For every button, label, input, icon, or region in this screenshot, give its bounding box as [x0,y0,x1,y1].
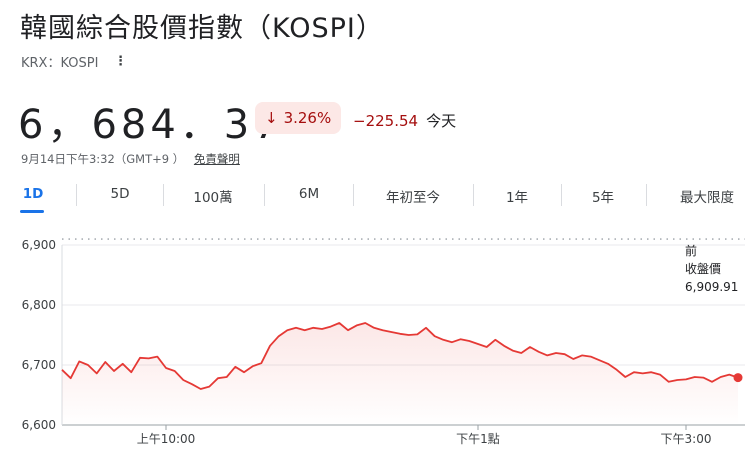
tab-ytd[interactable]: 年初至今 [386,190,440,206]
arrow-down-icon: ↓ [265,109,278,127]
series-line [61,322,739,390]
tab-max[interactable]: 最大限度 [680,190,734,206]
quote-timestamp-row: 9月14日下午3:32（GMT+9 ） 免責聲明 [21,151,240,167]
tab-divider [264,184,265,206]
x-tick-label: 下午1點 [456,432,500,446]
tab-divider [353,184,354,206]
disclaimer-link[interactable]: 免責聲明 [193,152,240,166]
change-percent-badge: ↓ 3.26% [255,102,342,134]
series-area [62,323,738,425]
timestamp: 9月14日下午3:32（GMT+9 ） [21,152,185,166]
x-tick-label: 上午10:00 [137,432,196,446]
tab-divider [561,184,562,206]
y-tick-label: 6,600 [22,418,56,432]
tab-1y[interactable]: 1年 [505,190,529,206]
x-tick-label: 下午3:00 [661,432,712,446]
y-tick-label: 6,800 [22,298,56,312]
more-options-icon[interactable]: ⋮ [113,54,127,69]
tab-divider [473,184,474,206]
ticker-row: KRX：KOSPI ⋮ [21,52,128,71]
previous-close-label: 收盤價 [685,262,721,276]
price-chart[interactable]: 6,600 6,700 6,800 6,900 上午10:00 下午1點 下午3:00 前收盤… [0,225,753,451]
period-label: 今天 [426,112,457,130]
change-value: −225.54 [353,112,419,130]
active-tab-indicator [20,210,44,213]
tab-divider [163,184,164,206]
y-tick-label: 6,900 [22,238,56,252]
last-point-marker [733,373,743,383]
previous-close-label: 前 [685,243,697,258]
tab-1d[interactable]: 1D [22,186,44,202]
range-tabs: 1D 5D 100萬 6M 年初至今 1年 5年 最大限度 [0,180,753,216]
tab-divider [76,184,77,206]
current-price: 6，684．37 [18,102,283,148]
tab-5y[interactable]: 5年 [591,190,615,206]
tab-100m[interactable]: 100萬 [193,190,233,206]
page-title: 韓國綜合股價指數（KOSPI） [20,13,384,44]
ticker-symbol: KRX：KOSPI [21,56,99,71]
tab-5d[interactable]: 5D [110,186,130,202]
tab-6m[interactable]: 6M [298,186,320,202]
change-percent: 3.26% [283,109,332,127]
change-value-row: −225.54 今天 [353,110,456,131]
y-tick-label: 6,700 [22,358,56,372]
tab-divider [646,184,647,206]
previous-close-value: 6,909.91 [685,280,738,294]
